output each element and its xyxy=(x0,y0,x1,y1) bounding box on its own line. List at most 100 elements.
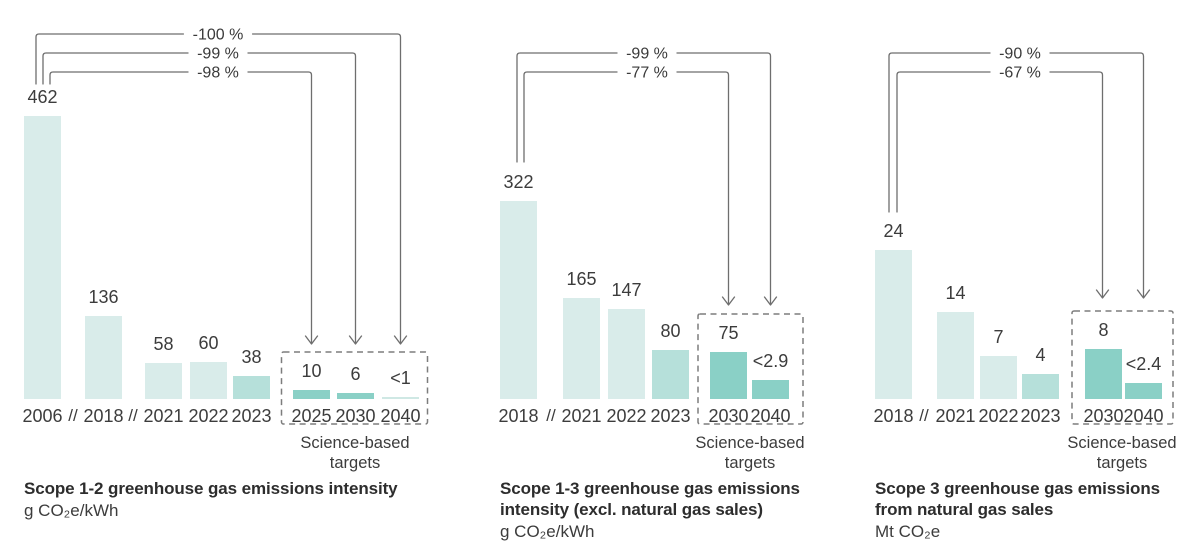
bar-2025 xyxy=(293,390,330,399)
chart-title-scope-1-3: Scope 1-3 greenhouse gas emissions inten… xyxy=(500,478,920,542)
year-tick-2006: 2006 xyxy=(22,406,63,426)
axis-break-separator: // xyxy=(68,406,78,425)
year-tick-2040: 2040 xyxy=(1123,406,1164,426)
value-label-2025: 10 xyxy=(301,361,322,381)
bar-2030 xyxy=(710,352,747,399)
value-label-2006: 462 xyxy=(27,87,58,107)
bar-2022 xyxy=(980,356,1017,399)
bar-2023 xyxy=(652,350,689,399)
year-tick-2021: 2021 xyxy=(561,406,602,426)
value-label-2021: 14 xyxy=(945,283,966,303)
reduction-arrow-90pct xyxy=(888,52,1151,299)
year-tick-2018: 2018 xyxy=(83,406,124,426)
value-label-2018: 24 xyxy=(883,221,904,241)
value-label-2018: 136 xyxy=(88,287,119,307)
year-tick-2023: 2023 xyxy=(650,406,691,426)
axis-break-separator: // xyxy=(919,406,929,425)
title-line: Scope 3 greenhouse gas emissions xyxy=(875,479,1160,498)
bar-2023 xyxy=(1022,374,1059,399)
reduction-arrow-77pct xyxy=(523,71,736,306)
year-tick-2022: 2022 xyxy=(978,406,1019,426)
title-line: Scope 1-2 greenhouse gas emissions inten… xyxy=(24,479,398,498)
science-based-targets-box xyxy=(1071,310,1174,425)
year-tick-2022: 2022 xyxy=(606,406,647,426)
value-label-2023: 4 xyxy=(1035,345,1046,365)
bar-2040 xyxy=(382,397,419,399)
reduction-arrow-67pct xyxy=(896,71,1110,299)
year-tick-2030: 2030 xyxy=(1083,406,1124,426)
reduction-percent-label: -98 % xyxy=(197,65,239,82)
chart-title-scope-1-2: Scope 1-2 greenhouse gas emissions inten… xyxy=(24,478,444,521)
bar-2040 xyxy=(1125,383,1162,399)
science-based-targets-caption: Science-based targets xyxy=(270,433,440,473)
reduction-percent-label: -67 % xyxy=(999,65,1041,82)
bar-2018 xyxy=(875,250,912,399)
value-label-2021: 165 xyxy=(566,269,597,289)
title-line: intensity (excl. natural gas sales) xyxy=(500,500,763,519)
axis-break-separator: // xyxy=(546,406,556,425)
title-line: Scope 1-3 greenhouse gas emissions xyxy=(500,479,800,498)
reduction-percent-label: -90 % xyxy=(999,46,1041,63)
bar-2030 xyxy=(1085,349,1122,399)
reduction-percent-label: -99 % xyxy=(626,46,668,63)
value-label-2023: 80 xyxy=(660,321,681,341)
year-tick-2021: 2021 xyxy=(935,406,976,426)
science-based-targets-caption: Science-based targets xyxy=(1037,433,1200,473)
caption-line: targets xyxy=(724,454,776,472)
year-tick-2023: 2023 xyxy=(1020,406,1061,426)
value-label-2040: <2.4 xyxy=(1125,354,1162,374)
year-tick-2040: 2040 xyxy=(750,406,791,426)
value-label-2040: <2.9 xyxy=(752,351,789,371)
year-tick-2018: 2018 xyxy=(873,406,914,426)
value-label-2022: 7 xyxy=(993,327,1004,347)
reduction-arrow-100pct xyxy=(35,33,408,345)
caption-line: targets xyxy=(1096,454,1148,472)
bar-2030 xyxy=(337,393,374,399)
science-based-targets-box xyxy=(697,313,804,425)
unit-label: g CO₂e/kWh xyxy=(500,522,595,541)
caption-line: Science-based xyxy=(695,434,805,452)
value-label-2040: <1 xyxy=(390,368,411,388)
year-tick-2018: 2018 xyxy=(498,406,539,426)
reduction-percent-label: -77 % xyxy=(626,65,668,82)
bar-2022 xyxy=(608,309,645,399)
bar-2006 xyxy=(24,116,61,399)
caption-line: Science-based xyxy=(300,434,410,452)
value-label-2022: 147 xyxy=(611,280,642,300)
bar-2018 xyxy=(500,201,537,399)
bar-2018 xyxy=(85,316,122,399)
science-based-targets-caption: Science-based targets xyxy=(665,433,835,473)
caption-line: Science-based xyxy=(1067,434,1177,452)
value-label-2030: 6 xyxy=(350,364,361,384)
value-label-2018: 322 xyxy=(503,172,534,192)
reduction-percent-label: -100 % xyxy=(193,27,244,44)
title-line: from natural gas sales xyxy=(875,500,1054,519)
axis-break-separator: // xyxy=(128,406,138,425)
caption-line: targets xyxy=(329,454,381,472)
value-label-2030: 75 xyxy=(718,323,739,343)
bar-2022 xyxy=(190,362,227,399)
reduction-arrow-99pct xyxy=(516,52,778,306)
year-tick-2022: 2022 xyxy=(188,406,229,426)
bar-2023 xyxy=(233,376,270,399)
value-label-2021: 58 xyxy=(153,334,174,354)
unit-label: g CO₂e/kWh xyxy=(24,501,119,520)
bar-2021 xyxy=(937,312,974,399)
year-tick-2023: 2023 xyxy=(231,406,272,426)
unit-label: Mt CO₂e xyxy=(875,522,941,541)
value-label-2022: 60 xyxy=(198,333,219,353)
bar-2021 xyxy=(145,363,182,399)
year-tick-2040: 2040 xyxy=(380,406,421,426)
reduction-arrow-99pct xyxy=(42,52,363,345)
reduction-arrow-98pct xyxy=(49,71,319,345)
bar-2040 xyxy=(752,380,789,399)
reduction-percent-label: -99 % xyxy=(197,46,239,63)
year-tick-2025: 2025 xyxy=(291,406,332,426)
